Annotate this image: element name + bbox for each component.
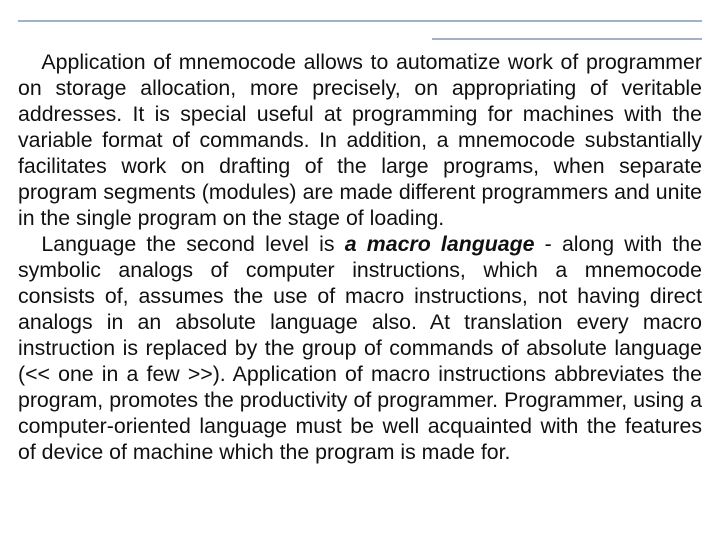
emphasis-bold-italic: a macro language	[345, 232, 535, 256]
header-rule-top	[18, 20, 702, 22]
paragraph-2: Language the second level is a macro lan…	[18, 232, 702, 466]
document-body: Application of mnemocode allows to autom…	[18, 50, 702, 466]
paragraph-1: Application of mnemocode allows to autom…	[18, 50, 702, 232]
header-rule-right	[432, 38, 702, 40]
